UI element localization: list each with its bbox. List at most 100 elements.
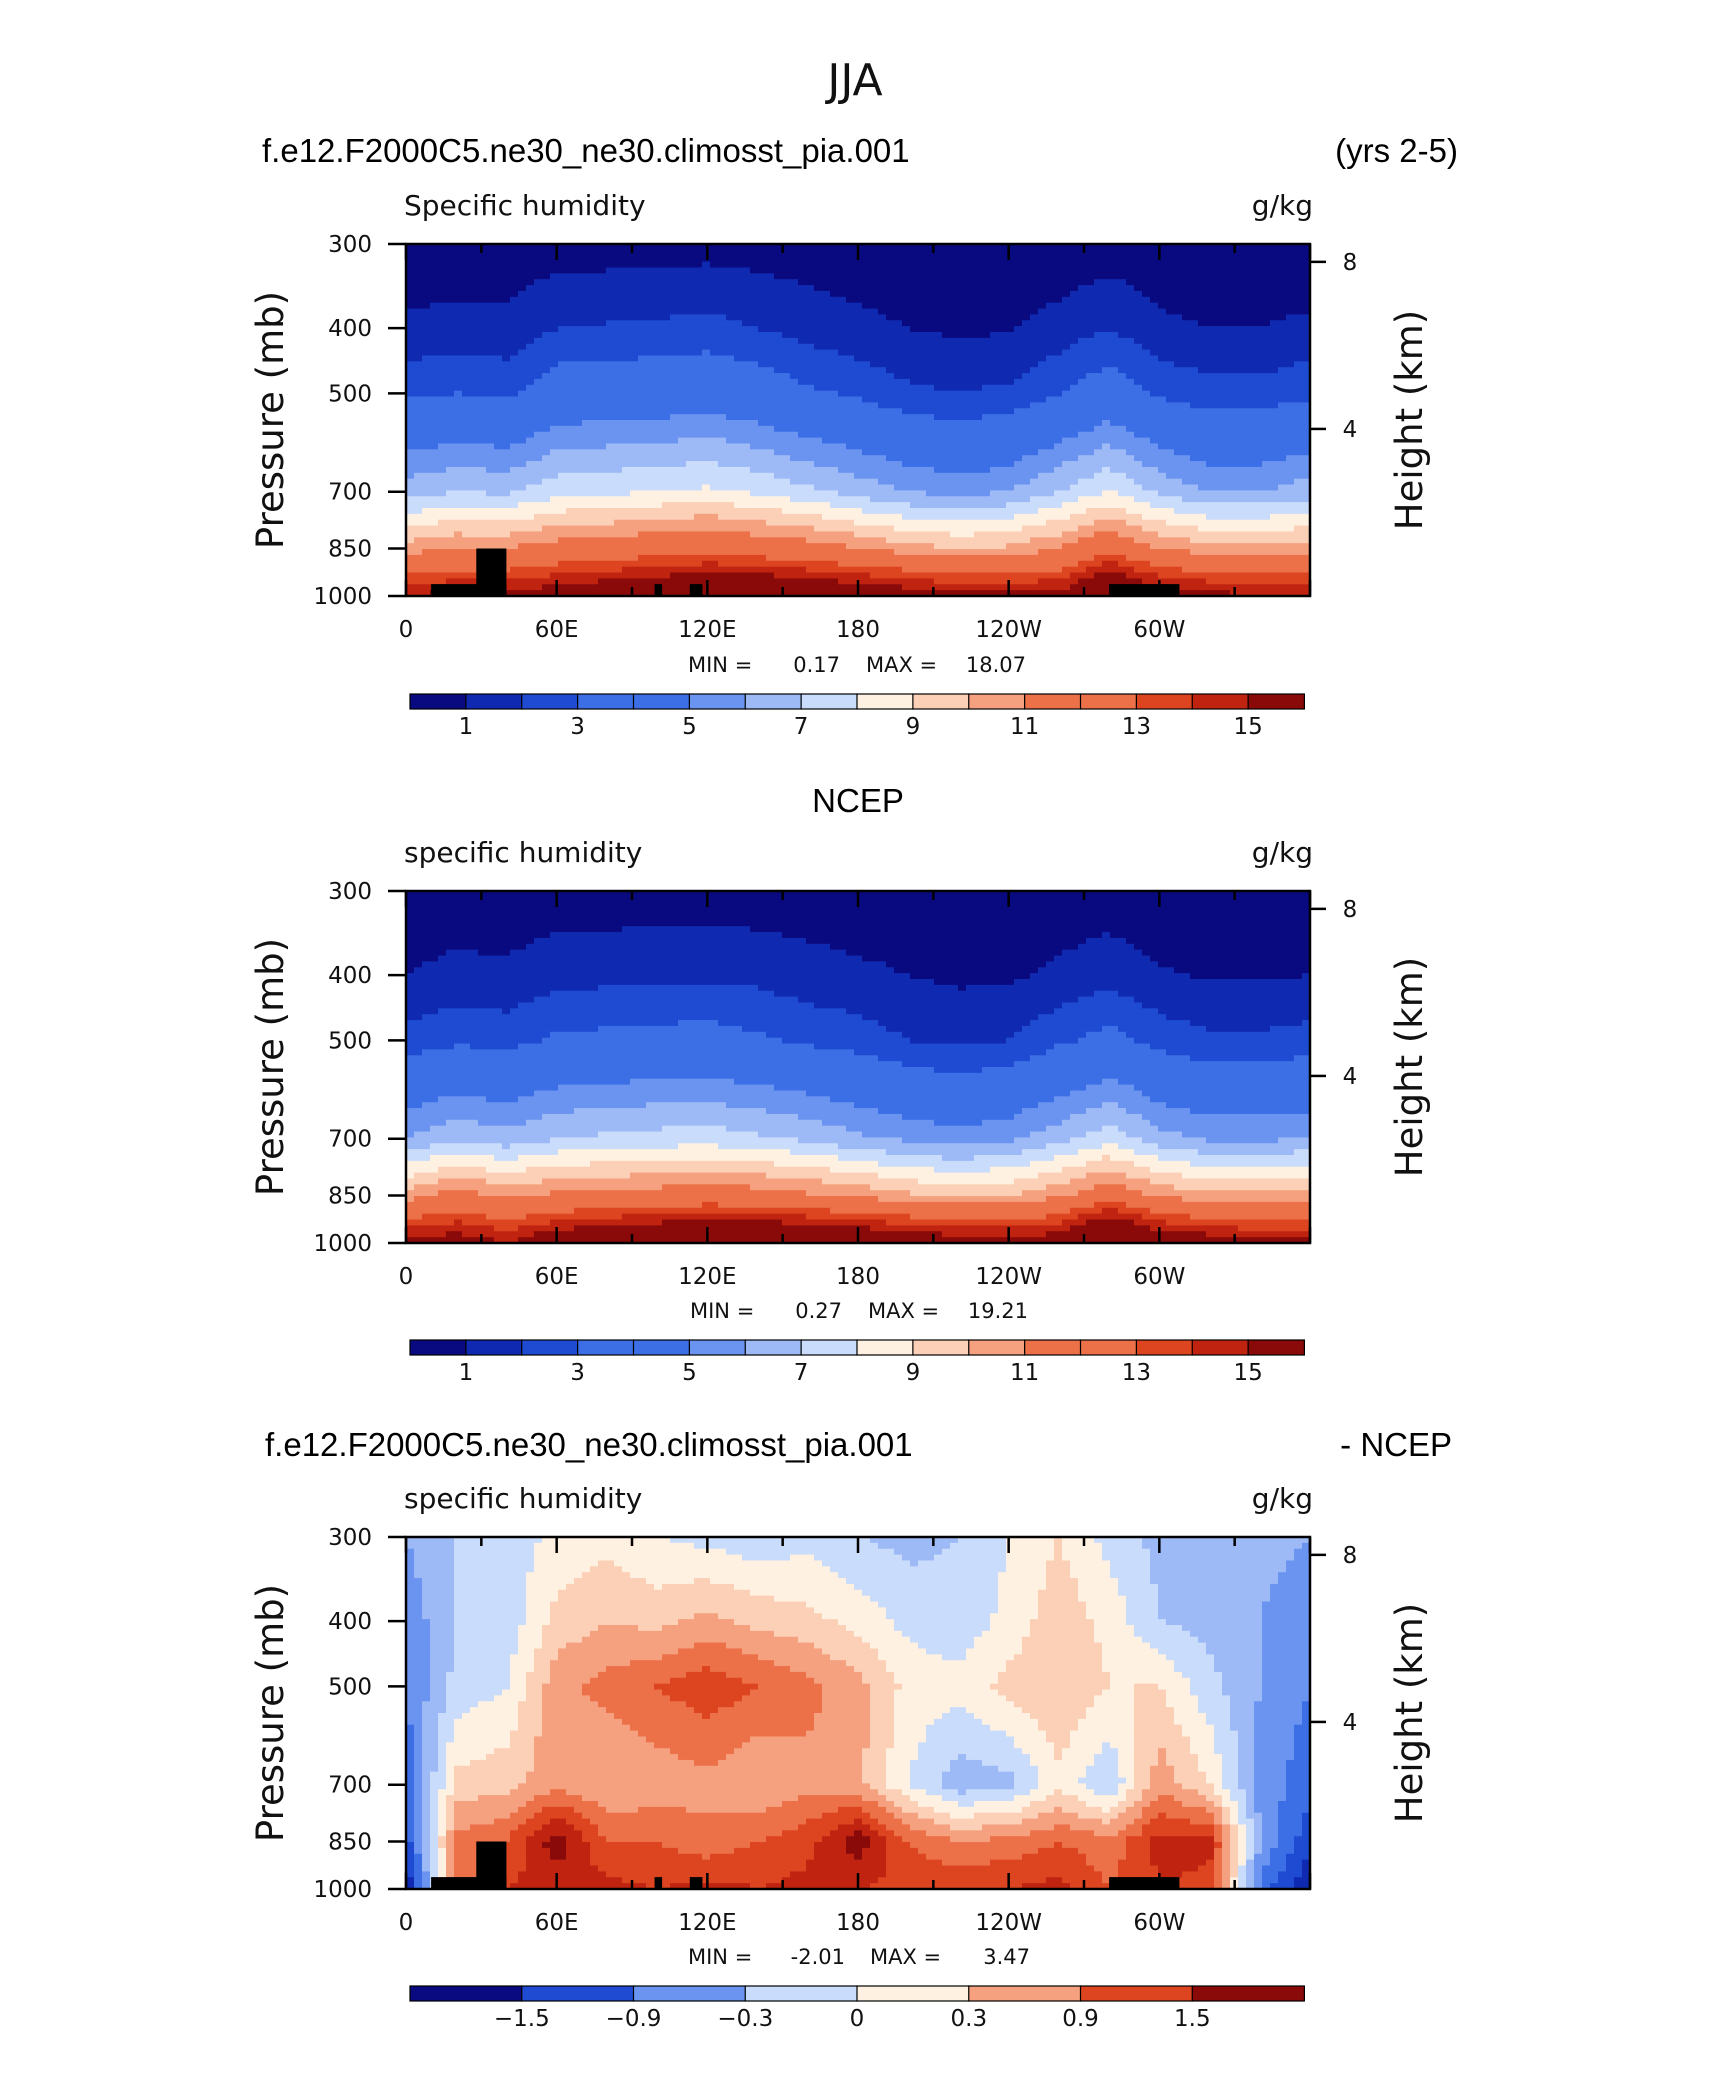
contour-cell [766, 279, 775, 286]
contour-cell [678, 472, 687, 480]
contour-cell [1158, 302, 1167, 310]
contour-cell [622, 261, 631, 269]
contour-cell [1230, 420, 1239, 427]
contour-cell [990, 302, 999, 310]
contour-cell [918, 449, 927, 456]
contour-cell [998, 461, 1007, 468]
contour-cell [1294, 314, 1303, 321]
contour-cell [918, 273, 927, 280]
contour-cell [1102, 437, 1111, 445]
contour-cell [446, 290, 455, 298]
contour-cell [630, 408, 639, 415]
contour-cell [670, 437, 679, 445]
contour-cell [1038, 308, 1047, 315]
contour-cell [910, 420, 919, 427]
contour-cell [790, 496, 799, 503]
contour-cell [1166, 443, 1175, 450]
contour-cell [414, 443, 423, 450]
contour-cell [918, 320, 927, 327]
contour-cell [518, 302, 527, 310]
contour-cell [1190, 249, 1199, 257]
contour-cell [998, 290, 1007, 298]
contour-cell [414, 361, 423, 368]
contour-cell [814, 255, 823, 263]
contour-cell [1102, 455, 1111, 462]
contour-cell [1102, 402, 1111, 409]
contour-cell [870, 425, 879, 433]
contour-cell [1214, 425, 1223, 433]
contour-cell [1046, 449, 1055, 456]
contour-cell [702, 267, 711, 274]
contour-cell [1230, 308, 1239, 315]
contour-cell [510, 285, 519, 292]
contour-cell [934, 437, 943, 445]
contour-cell [806, 384, 815, 392]
contour-cell [518, 343, 527, 351]
contour-cell [1174, 332, 1183, 339]
contour-cell [702, 279, 711, 286]
contour-cell [1182, 320, 1191, 327]
contour-cell [1006, 373, 1015, 380]
contour-cell [1038, 373, 1047, 380]
contour-cell [950, 373, 959, 380]
contour-cell [942, 361, 951, 368]
contour-cell [550, 396, 559, 403]
contour-cell [1270, 384, 1279, 392]
contour-cell [478, 296, 487, 304]
contour-cell [998, 496, 1007, 503]
contour-cell [1054, 320, 1063, 327]
contour-cell [1094, 402, 1103, 409]
contour-cell [694, 285, 703, 292]
contour-cell [646, 466, 655, 474]
contour-cell [646, 472, 655, 480]
contour-cell [966, 373, 975, 380]
contour-cell [942, 408, 951, 415]
contour-cell [550, 267, 559, 274]
contour-cell [1006, 408, 1015, 415]
contour-cell [814, 420, 823, 427]
contour-cell [406, 478, 415, 486]
contour-cell [1134, 255, 1143, 263]
contour-cell [1190, 279, 1199, 286]
contour-cell [1262, 285, 1271, 292]
contour-cell [1214, 296, 1223, 304]
contour-cell [1182, 332, 1191, 339]
contour-cell [494, 285, 503, 292]
contour-cell [950, 261, 959, 269]
contour-cell [1254, 267, 1263, 274]
contour-cell [1206, 285, 1215, 292]
contour-cell [1118, 290, 1127, 298]
contour-cell [614, 443, 623, 450]
contour-cell [910, 314, 919, 321]
contour-cell [630, 285, 639, 292]
contour-cell [638, 472, 647, 480]
contour-cell [1054, 279, 1063, 286]
contour-cell [830, 261, 839, 269]
contour-cell [990, 355, 999, 362]
contour-cell [878, 373, 887, 380]
contour-cell [1302, 384, 1310, 392]
contour-cell [862, 249, 871, 257]
contour-cell [486, 431, 495, 439]
contour-cell [1158, 472, 1167, 480]
contour-cell [550, 279, 559, 286]
contour-cell [758, 308, 767, 315]
contour-cell [1094, 361, 1103, 368]
contour-cell [1062, 384, 1071, 392]
contour-cell [414, 420, 423, 427]
contour-cell [1158, 367, 1167, 374]
contour-cell [454, 343, 463, 351]
contour-cell [486, 461, 495, 468]
contour-cell [1270, 425, 1279, 433]
contour-cell [710, 296, 719, 304]
contour-cell [694, 343, 703, 351]
contour-cell [694, 466, 703, 474]
contour-cell [870, 273, 879, 280]
contour-cell [838, 378, 847, 386]
contour-cell [446, 437, 455, 445]
contour-cell [742, 378, 751, 386]
contour-cell [574, 290, 583, 298]
contour-cell [966, 402, 975, 409]
contour-cell [646, 261, 655, 269]
contour-cell [726, 496, 735, 503]
